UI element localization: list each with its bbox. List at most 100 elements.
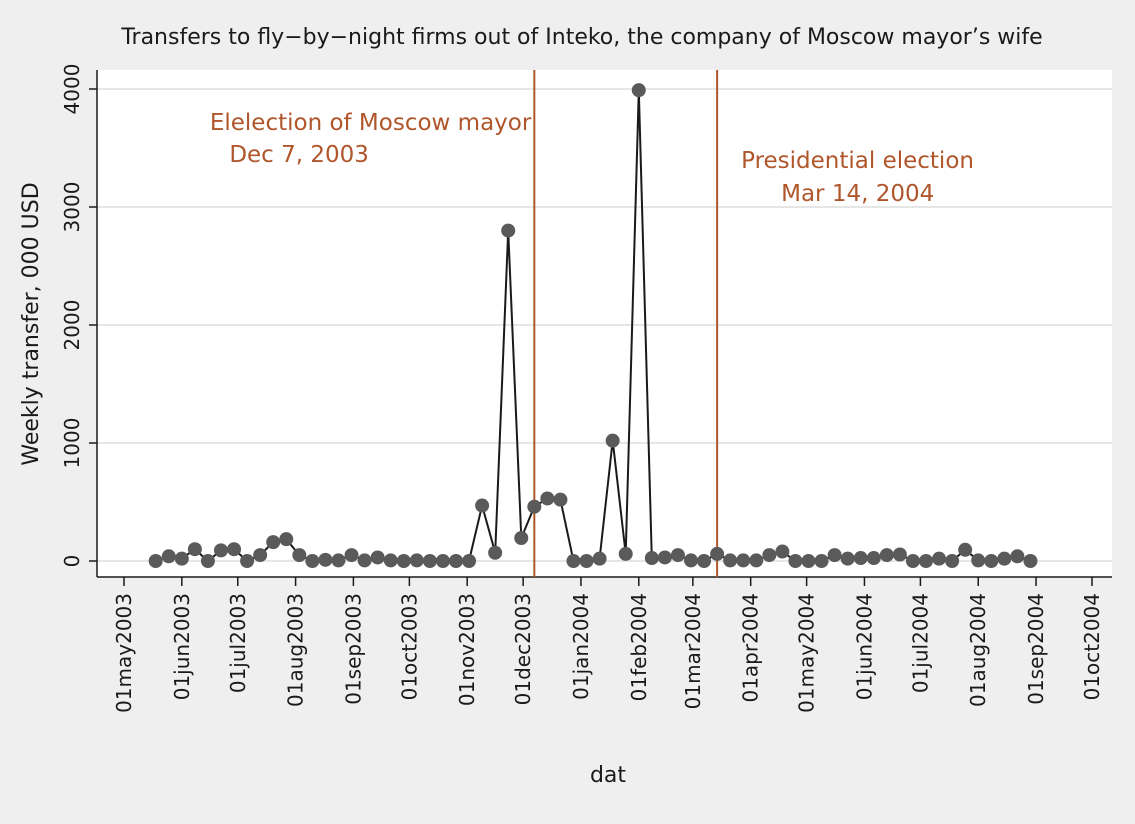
data-point: [905, 554, 920, 568]
data-point: [279, 532, 294, 547]
y-tick-label: 3000: [60, 182, 84, 233]
x-tick-label: 01jul2003: [226, 593, 250, 693]
y-axis: 0 1000 2000 3000 4000: [60, 64, 98, 577]
y-tick-label: 2000: [60, 300, 84, 351]
data-point: [213, 543, 228, 558]
series: [148, 83, 1038, 568]
x-tick-label: 01feb2004: [627, 593, 651, 701]
data-point: [318, 552, 333, 567]
data-point: [422, 554, 437, 568]
x-tick-label: 01jan2004: [569, 593, 593, 700]
data-point: [462, 554, 477, 568]
x-tick-label: 01aug2003: [284, 593, 308, 707]
x-tick-label: 01oct2004: [1080, 593, 1104, 700]
data-point: [775, 544, 790, 559]
data-point: [1023, 554, 1038, 568]
data-point: [344, 548, 359, 563]
data-point: [161, 549, 176, 564]
data-point: [357, 553, 372, 568]
data-point: [892, 547, 907, 562]
x-tick-label: 01sep2003: [341, 593, 365, 705]
data-point: [618, 546, 633, 561]
data-point: [657, 550, 672, 565]
data-point: [501, 223, 516, 238]
x-tick-label: 01sep2004: [1024, 593, 1048, 705]
data-point: [683, 553, 698, 568]
event-lines: [533, 70, 719, 577]
x-tick-label: 01may2004: [795, 593, 819, 713]
data-point: [409, 553, 424, 568]
data-point: [540, 491, 555, 506]
data-point: [762, 548, 777, 563]
x-tick-label: 01jun2003: [170, 593, 194, 700]
data-point: [305, 554, 320, 568]
data-point: [932, 551, 947, 566]
data-point: [240, 554, 255, 568]
data-point: [514, 530, 529, 545]
data-point: [475, 498, 490, 513]
y-tick-label: 0: [60, 555, 84, 568]
data-point: [292, 548, 307, 563]
data-point: [984, 554, 999, 568]
x-tick-label: 01jul2004: [908, 593, 932, 693]
x-tick-label: 01jun2004: [852, 593, 876, 700]
data-point: [958, 542, 973, 557]
data-point: [435, 554, 450, 568]
data-point: [266, 535, 281, 550]
data-point: [227, 542, 242, 557]
data-point: [919, 554, 934, 568]
data-point: [370, 550, 385, 565]
data-point: [331, 553, 346, 568]
data-point: [592, 551, 607, 566]
data-point: [788, 554, 803, 568]
annotation-label: Presidential election: [741, 148, 974, 174]
data-point: [801, 554, 816, 568]
data-point: [840, 551, 855, 566]
data-point: [187, 542, 202, 557]
data-point: [253, 548, 268, 563]
data-point: [488, 545, 503, 560]
data-point: [566, 554, 581, 568]
data-point: [997, 551, 1012, 566]
annotation-label: Elelection of Moscow mayor: [210, 110, 532, 136]
data-point: [945, 554, 960, 568]
x-tick-label: 01aug2004: [966, 593, 990, 707]
data-point: [749, 553, 764, 568]
annotation-label: Mar 14, 2004: [781, 181, 934, 207]
data-point: [971, 553, 986, 568]
data-point: [148, 554, 163, 568]
data-point: [631, 83, 646, 98]
data-point: [736, 553, 751, 568]
data-point: [605, 433, 620, 448]
data-point: [200, 554, 215, 568]
data-point: [644, 551, 659, 566]
annotation-label: Dec 7, 2003: [229, 142, 369, 168]
data-point: [448, 554, 463, 568]
data-point: [670, 548, 685, 563]
x-tick-label: 01apr2004: [739, 593, 763, 703]
data-point: [879, 548, 894, 563]
y-tick-label: 4000: [60, 64, 84, 115]
data-point: [553, 492, 568, 507]
x-axis: 01may2003 01jun2003 01jul2003 01aug2003 01se…: [97, 576, 1112, 713]
x-axis-title: dat: [590, 763, 626, 788]
data-point: [174, 551, 189, 566]
data-point: [697, 554, 712, 568]
data-point: [853, 551, 868, 566]
chart-title: Transfers to fly−by−night firms out of I…: [120, 25, 1042, 50]
data-point: [866, 551, 881, 566]
data-point: [1010, 549, 1025, 564]
data-point: [723, 553, 738, 568]
data-point: [827, 548, 842, 563]
x-tick-label: 01oct2003: [397, 593, 421, 700]
data-point: [579, 554, 594, 568]
data-point: [527, 499, 542, 514]
x-tick-label: 01may2003: [112, 593, 136, 713]
y-tick-label: 1000: [60, 418, 84, 469]
x-tick-label: 01mar2004: [681, 593, 705, 709]
plot-area: [97, 70, 1112, 577]
y-axis-title: Weekly transfer, 000 USD: [19, 182, 44, 465]
data-point: [396, 554, 411, 568]
data-point: [383, 553, 398, 568]
